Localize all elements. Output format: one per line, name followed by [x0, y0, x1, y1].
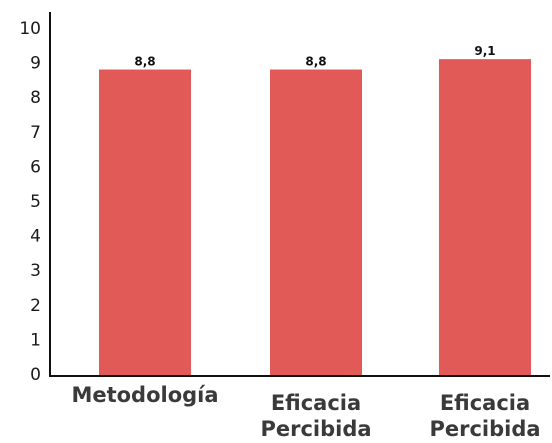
data-label: 8,8 [134, 55, 155, 69]
y-tick-label: 3 [30, 261, 41, 281]
bar [439, 59, 531, 376]
data-label: 9,1 [474, 44, 495, 58]
y-tick-label: 2 [30, 296, 41, 316]
y-tick-label: 4 [30, 227, 41, 247]
y-tick-label: 0 [30, 365, 41, 385]
y-tick-label: 8 [30, 88, 41, 108]
x-axis-labels: Metodología Eficacia Percibida Eficacia Perc… [71, 383, 540, 441]
y-axis-ticks: 0 1 2 3 4 5 6 7 8 9 10 [19, 19, 41, 385]
bar [270, 69, 362, 377]
data-labels-group: 8,8 8,8 9,1 [134, 44, 495, 68]
bar [99, 69, 191, 377]
y-tick-label: 5 [30, 192, 41, 212]
data-label: 8,8 [305, 55, 326, 69]
x-category-label: Eficacia Percibida [429, 391, 540, 441]
x-category-label: Metodología [71, 383, 218, 407]
bars-group [99, 59, 531, 377]
y-tick-label: 9 [30, 54, 41, 74]
y-tick-label: 1 [30, 330, 41, 350]
y-tick-label: 7 [30, 123, 41, 143]
y-tick-label: 6 [30, 157, 41, 177]
x-category-label: Eficacia Percibida [260, 391, 371, 441]
y-tick-label: 10 [19, 19, 41, 39]
